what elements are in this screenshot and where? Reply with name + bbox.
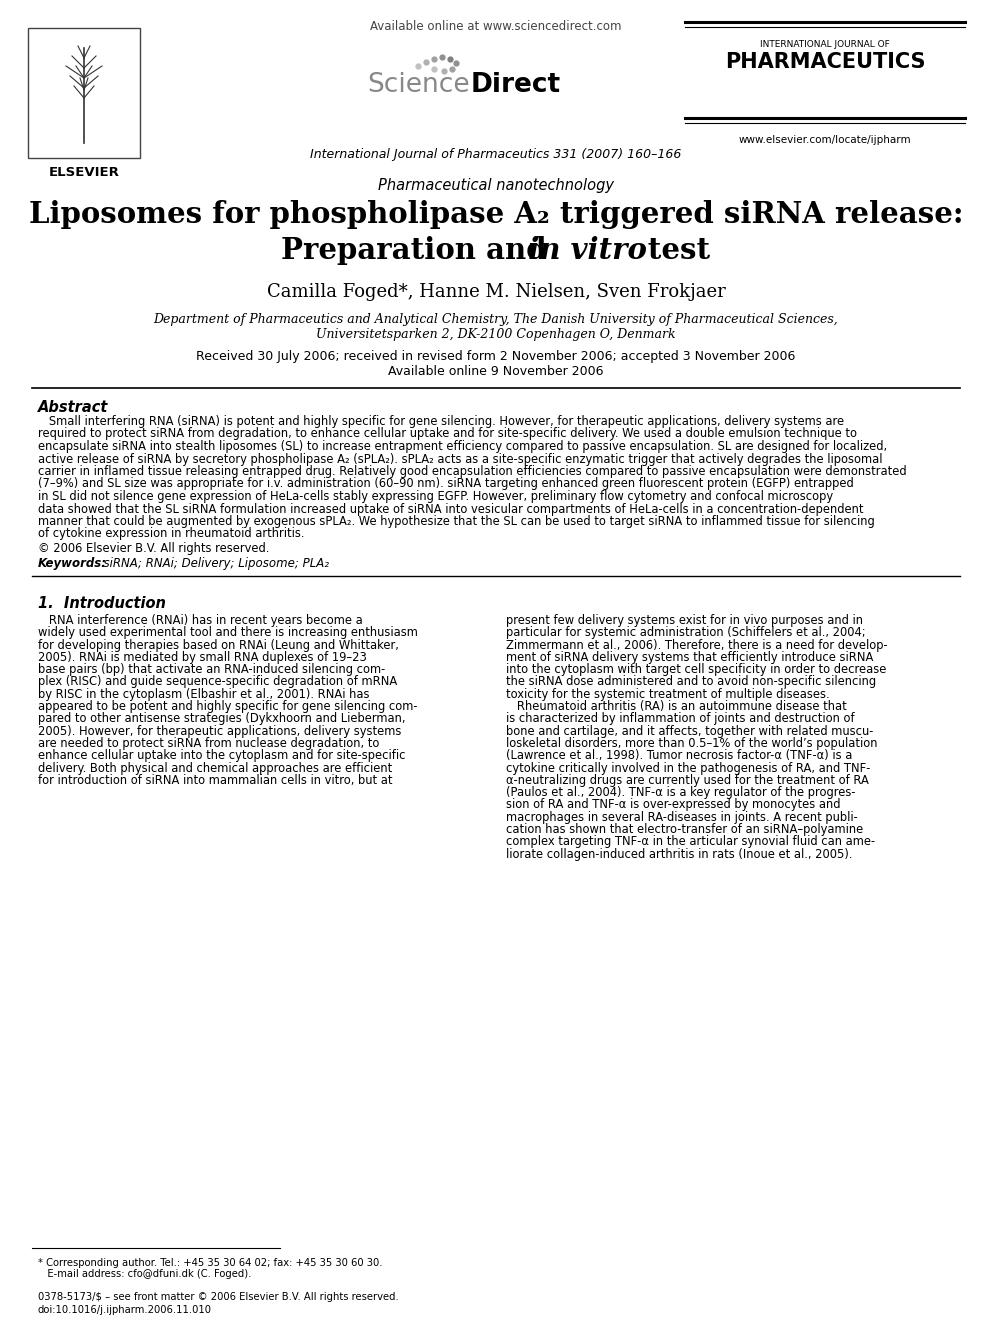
Text: for introduction of siRNA into mammalian cells in vitro, but at: for introduction of siRNA into mammalian… xyxy=(38,774,393,787)
Text: required to protect siRNA from degradation, to enhance cellular uptake and for s: required to protect siRNA from degradati… xyxy=(38,427,857,441)
Text: cytokine critically involved in the pathogenesis of RA, and TNF-: cytokine critically involved in the path… xyxy=(506,762,870,774)
Text: α-neutralizing drugs are currently used for the treatment of RA: α-neutralizing drugs are currently used … xyxy=(506,774,869,787)
Text: complex targeting TNF-α in the articular synovial fluid can ame-: complex targeting TNF-α in the articular… xyxy=(506,835,875,848)
Text: International Journal of Pharmaceutics 331 (2007) 160–166: International Journal of Pharmaceutics 3… xyxy=(310,148,682,161)
Text: carrier in inflamed tissue releasing entrapped drug. Relatively good encapsulati: carrier in inflamed tissue releasing ent… xyxy=(38,464,907,478)
Text: Zimmermann et al., 2006). Therefore, there is a need for develop-: Zimmermann et al., 2006). Therefore, the… xyxy=(506,639,888,652)
Text: Keywords:: Keywords: xyxy=(38,557,107,570)
Text: RNA interference (RNAi) has in recent years become a: RNA interference (RNAi) has in recent ye… xyxy=(38,614,363,627)
Text: is characterized by inflammation of joints and destruction of: is characterized by inflammation of join… xyxy=(506,712,855,725)
Text: 2005). However, for therapeutic applications, delivery systems: 2005). However, for therapeutic applicat… xyxy=(38,725,402,738)
Text: Pharmaceutical nanotechnology: Pharmaceutical nanotechnology xyxy=(378,179,614,193)
Text: manner that could be augmented by exogenous sPLA₂. We hypothesize that the SL ca: manner that could be augmented by exogen… xyxy=(38,515,875,528)
Text: Universitetsparken 2, DK-2100 Copenhagen O, Denmark: Universitetsparken 2, DK-2100 Copenhagen… xyxy=(316,328,676,341)
Text: INTERNATIONAL JOURNAL OF: INTERNATIONAL JOURNAL OF xyxy=(760,40,890,49)
Text: Direct: Direct xyxy=(471,71,561,98)
Text: widely used experimental tool and there is increasing enthusiasm: widely used experimental tool and there … xyxy=(38,626,418,639)
Text: in SL did not silence gene expression of HeLa-cells stably expressing EGFP. Howe: in SL did not silence gene expression of… xyxy=(38,490,833,503)
Text: Available online at www.sciencedirect.com: Available online at www.sciencedirect.co… xyxy=(370,20,622,33)
Text: sion of RA and TNF-α is over-expressed by monocytes and: sion of RA and TNF-α is over-expressed b… xyxy=(506,799,840,811)
Text: plex (RISC) and guide sequence-specific degradation of mRNA: plex (RISC) and guide sequence-specific … xyxy=(38,676,397,688)
Text: * Corresponding author. Tel.: +45 35 30 64 02; fax: +45 35 30 60 30.: * Corresponding author. Tel.: +45 35 30 … xyxy=(38,1258,383,1267)
Text: pared to other antisense strategies (Dykxhoorn and Lieberman,: pared to other antisense strategies (Dyk… xyxy=(38,712,406,725)
Text: 2005). RNAi is mediated by small RNA duplexes of 19–23: 2005). RNAi is mediated by small RNA dup… xyxy=(38,651,367,664)
Text: active release of siRNA by secretory phospholipase A₂ (sPLA₂). sPLA₂ acts as a s: active release of siRNA by secretory pho… xyxy=(38,452,883,466)
Text: Available online 9 November 2006: Available online 9 November 2006 xyxy=(388,365,604,378)
Text: Small interfering RNA (siRNA) is potent and highly specific for gene silencing. : Small interfering RNA (siRNA) is potent … xyxy=(38,415,844,429)
Text: siRNA; RNAi; Delivery; Liposome; PLA₂: siRNA; RNAi; Delivery; Liposome; PLA₂ xyxy=(96,557,329,570)
Text: macrophages in several RA-diseases in joints. A recent publi-: macrophages in several RA-diseases in jo… xyxy=(506,811,858,824)
Text: (Lawrence et al., 1998). Tumor necrosis factor-α (TNF-α) is a: (Lawrence et al., 1998). Tumor necrosis … xyxy=(506,749,852,762)
Text: encapsulate siRNA into stealth liposomes (SL) to increase entrapment efficiency : encapsulate siRNA into stealth liposomes… xyxy=(38,441,887,452)
Text: into the cytoplasm with target cell specificity in order to decrease: into the cytoplasm with target cell spec… xyxy=(506,663,887,676)
Text: particular for systemic administration (Schiffelers et al., 2004;: particular for systemic administration (… xyxy=(506,626,866,639)
Text: enhance cellular uptake into the cytoplasm and for site-specific: enhance cellular uptake into the cytopla… xyxy=(38,749,406,762)
Text: Camilla Foged*, Hanne M. Nielsen, Sven Frokjaer: Camilla Foged*, Hanne M. Nielsen, Sven F… xyxy=(267,283,725,302)
Text: data showed that the SL siRNA formulation increased uptake of siRNA into vesicul: data showed that the SL siRNA formulatio… xyxy=(38,503,863,516)
Text: bone and cartilage, and it affects, together with related muscu-: bone and cartilage, and it affects, toge… xyxy=(506,725,873,738)
Text: loskeletal disorders, more than 0.5–1% of the world’s population: loskeletal disorders, more than 0.5–1% o… xyxy=(506,737,878,750)
Text: Received 30 July 2006; received in revised form 2 November 2006; accepted 3 Nove: Received 30 July 2006; received in revis… xyxy=(196,351,796,363)
Text: PHARMACEUTICS: PHARMACEUTICS xyxy=(725,52,926,71)
Text: E-mail address: cfo@dfuni.dk (C. Foged).: E-mail address: cfo@dfuni.dk (C. Foged). xyxy=(38,1269,251,1279)
Text: base pairs (bp) that activate an RNA-induced silencing com-: base pairs (bp) that activate an RNA-ind… xyxy=(38,663,385,676)
Text: liorate collagen-induced arthritis in rats (Inoue et al., 2005).: liorate collagen-induced arthritis in ra… xyxy=(506,848,852,861)
Text: (Paulos et al., 2004). TNF-α is a key regulator of the progres-: (Paulos et al., 2004). TNF-α is a key re… xyxy=(506,786,855,799)
Bar xyxy=(28,28,140,157)
Text: for developing therapies based on RNAi (Leung and Whittaker,: for developing therapies based on RNAi (… xyxy=(38,639,399,652)
Text: in vitro: in vitro xyxy=(345,235,647,265)
Text: present few delivery systems exist for in vivo purposes and in: present few delivery systems exist for i… xyxy=(506,614,863,627)
Text: doi:10.1016/j.ijpharm.2006.11.010: doi:10.1016/j.ijpharm.2006.11.010 xyxy=(38,1304,212,1315)
Text: www.elsevier.com/locate/ijpharm: www.elsevier.com/locate/ijpharm xyxy=(739,135,912,146)
Text: cation has shown that electro-transfer of an siRNA–polyamine: cation has shown that electro-transfer o… xyxy=(506,823,863,836)
Text: (7–9%) and SL size was appropriate for i.v. administration (60–90 nm). siRNA tar: (7–9%) and SL size was appropriate for i… xyxy=(38,478,854,491)
Text: Liposomes for phospholipase A₂ triggered siRNA release:: Liposomes for phospholipase A₂ triggered… xyxy=(29,200,963,229)
Text: Science: Science xyxy=(367,71,470,98)
Text: Preparation and          test: Preparation and test xyxy=(282,235,710,265)
Text: delivery. Both physical and chemical approaches are efficient: delivery. Both physical and chemical app… xyxy=(38,762,392,774)
Text: © 2006 Elsevier B.V. All rights reserved.: © 2006 Elsevier B.V. All rights reserved… xyxy=(38,542,270,556)
Text: toxicity for the systemic treatment of multiple diseases.: toxicity for the systemic treatment of m… xyxy=(506,688,829,701)
Text: Abstract: Abstract xyxy=(38,400,108,415)
Text: by RISC in the cytoplasm (Elbashir et al., 2001). RNAi has: by RISC in the cytoplasm (Elbashir et al… xyxy=(38,688,369,701)
Text: Department of Pharmaceutics and Analytical Chemistry, The Danish University of P: Department of Pharmaceutics and Analytic… xyxy=(154,314,838,325)
Text: ment of siRNA delivery systems that efficiently introduce siRNA: ment of siRNA delivery systems that effi… xyxy=(506,651,873,664)
Text: 1.  Introduction: 1. Introduction xyxy=(38,595,166,611)
Text: the siRNA dose administered and to avoid non-specific silencing: the siRNA dose administered and to avoid… xyxy=(506,676,876,688)
Text: 0378-5173/$ – see front matter © 2006 Elsevier B.V. All rights reserved.: 0378-5173/$ – see front matter © 2006 El… xyxy=(38,1293,399,1302)
Text: appeared to be potent and highly specific for gene silencing com-: appeared to be potent and highly specifi… xyxy=(38,700,418,713)
Text: of cytokine expression in rheumatoid arthritis.: of cytokine expression in rheumatoid art… xyxy=(38,528,305,541)
Text: ELSEVIER: ELSEVIER xyxy=(49,165,119,179)
Text: are needed to protect siRNA from nuclease degradation, to: are needed to protect siRNA from nucleas… xyxy=(38,737,379,750)
Text: Rheumatoid arthritis (RA) is an autoimmune disease that: Rheumatoid arthritis (RA) is an autoimmu… xyxy=(506,700,847,713)
